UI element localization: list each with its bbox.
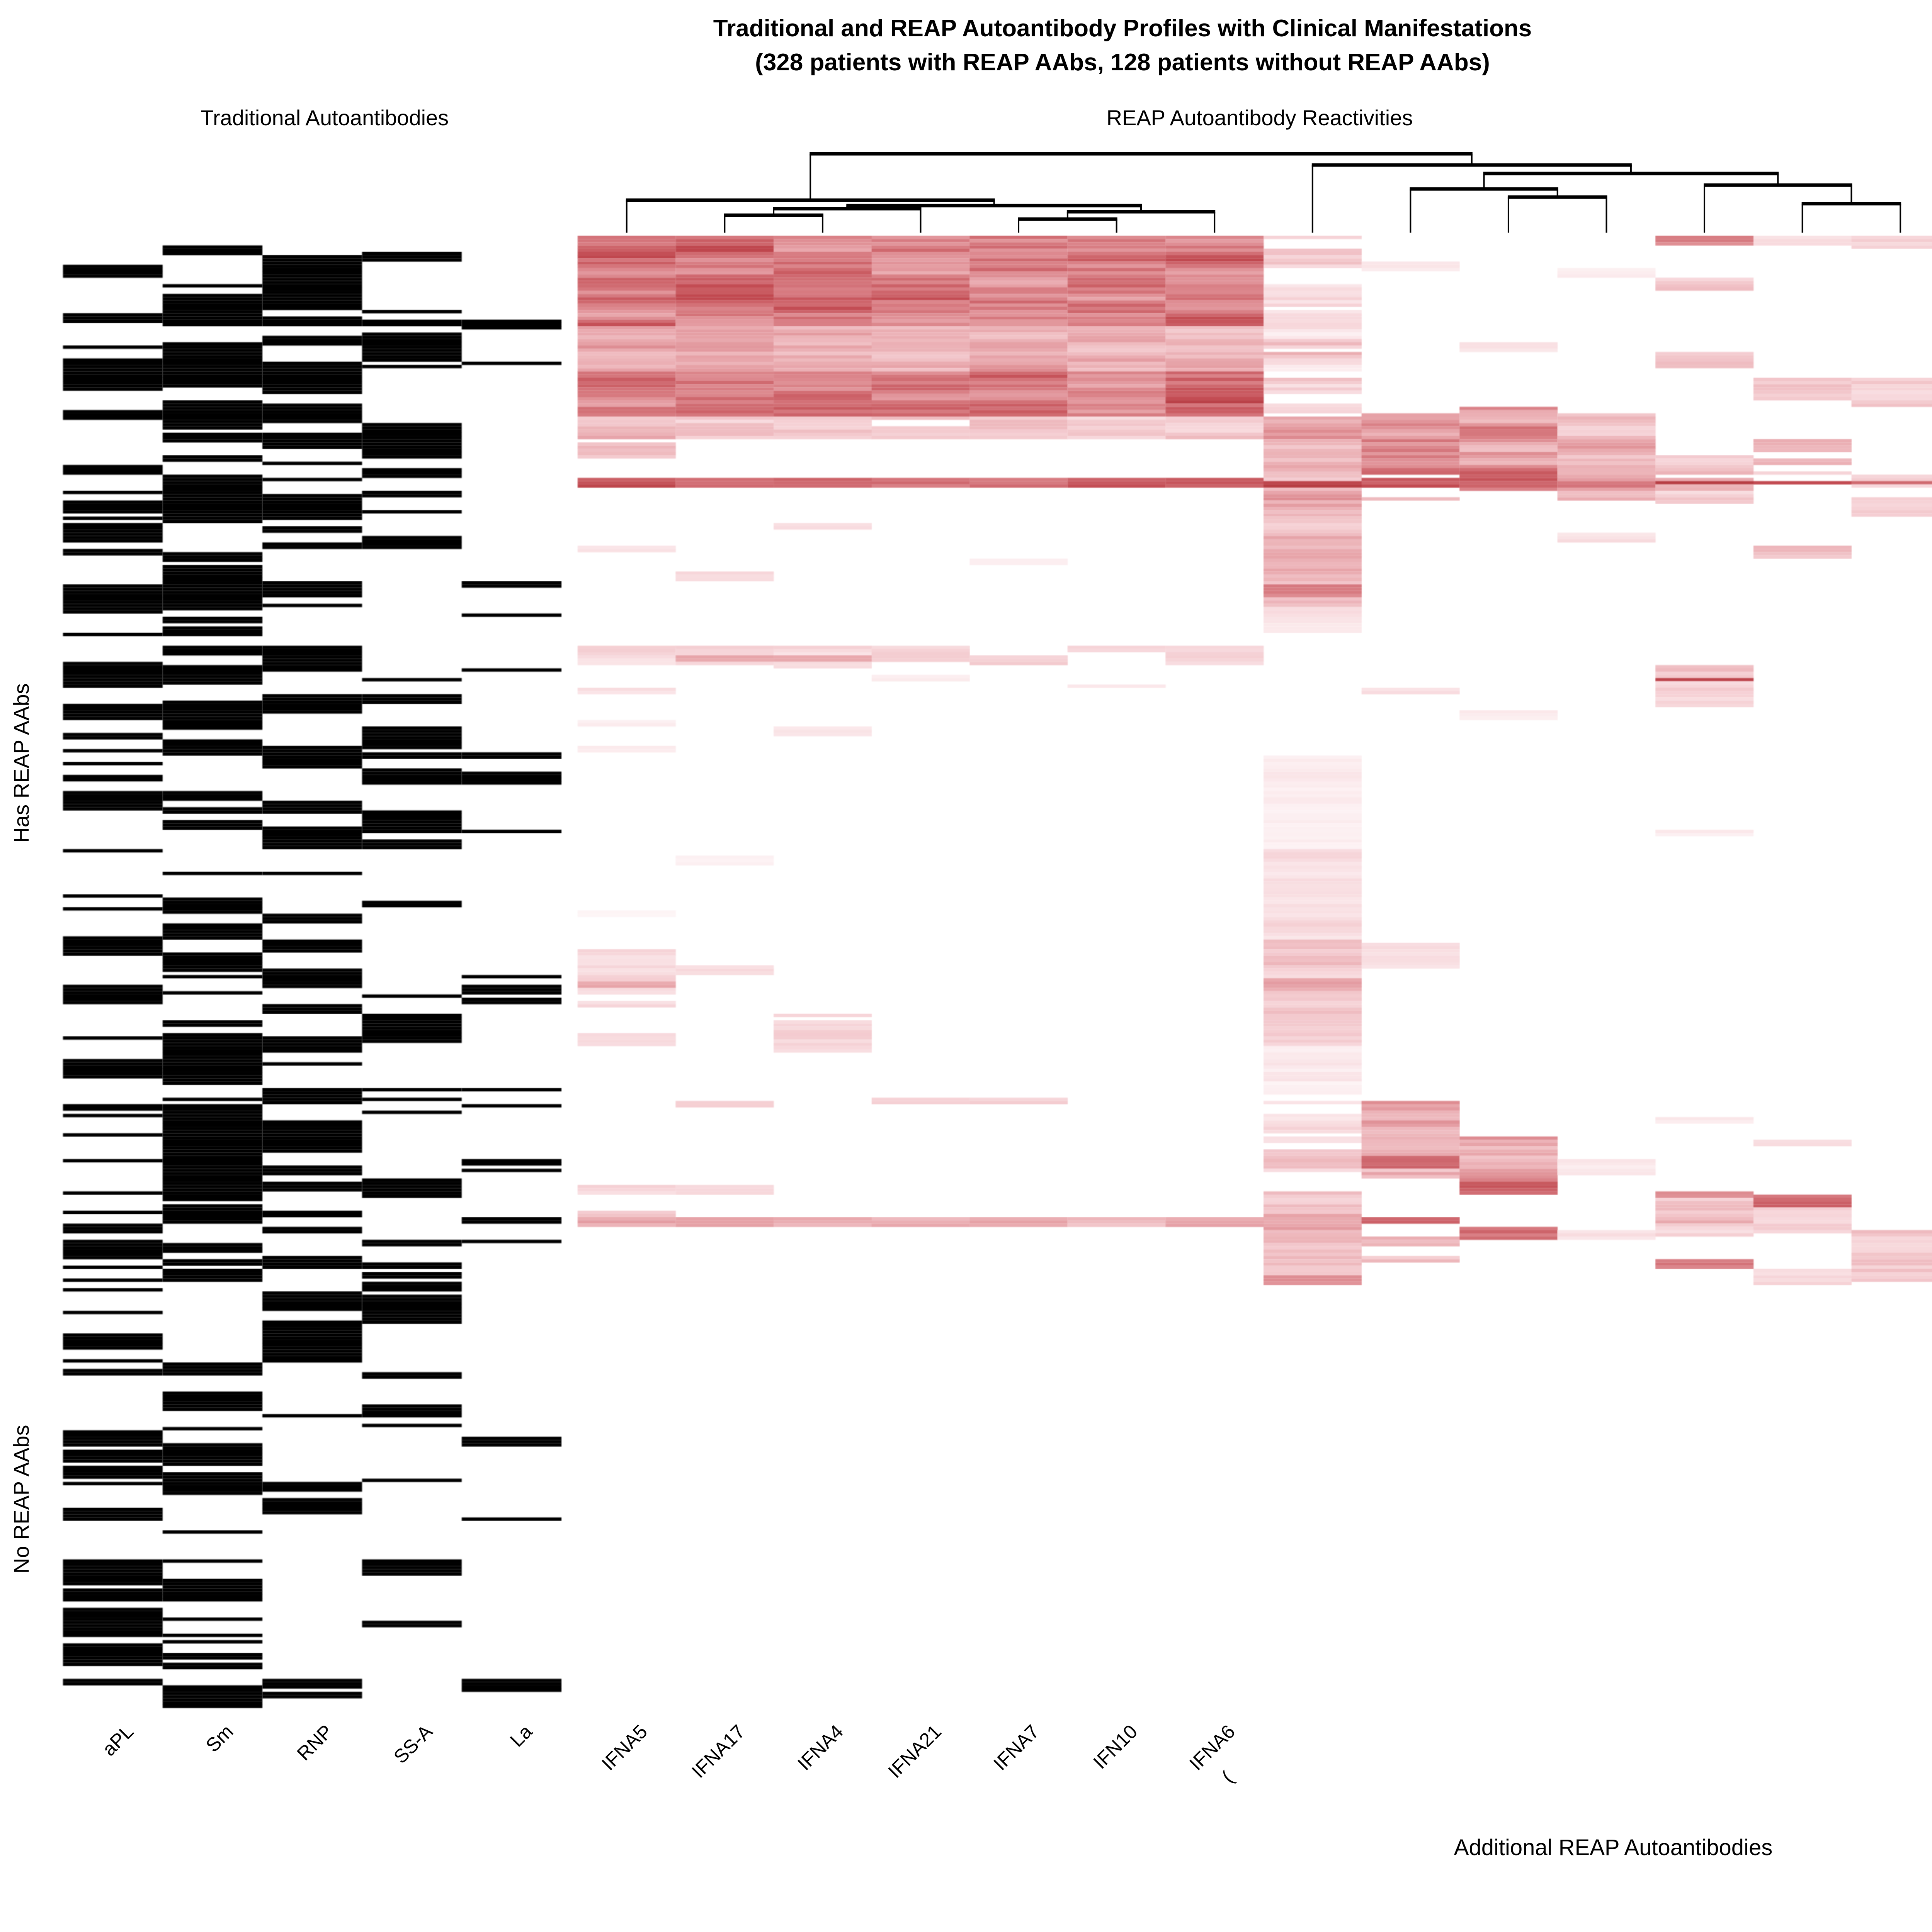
row-group-label-has-reap: Has REAP AAbs bbox=[9, 683, 34, 843]
col-label-sm: Sm bbox=[201, 1720, 238, 1757]
col-label-rnp: RNP bbox=[293, 1720, 337, 1765]
col-label-ifna7: IFNA7 bbox=[989, 1720, 1044, 1775]
col-label-ifna21: IFNA21 bbox=[884, 1720, 946, 1782]
col-label-ifn10: IFN10 bbox=[1089, 1720, 1142, 1773]
col-label-ifna4: IFNA4 bbox=[793, 1720, 848, 1775]
col-label-ifna5: IFNA5 bbox=[597, 1720, 652, 1775]
title-line-2: (328 patients with REAP AAbs, 128 patien… bbox=[755, 49, 1490, 76]
reap-section-label: REAP Autoantibody Reactivities bbox=[1106, 105, 1413, 130]
heatmap-body bbox=[39, 232, 1932, 1712]
col-label-ifna6: IFNA6 bbox=[1185, 1720, 1240, 1775]
col-label-apl: aPL bbox=[98, 1720, 138, 1760]
col-label-ssa: SS-A bbox=[389, 1720, 437, 1768]
title-line-1: Traditional and REAP Autoantibody Profil… bbox=[713, 15, 1532, 42]
truncated-label-fragment: ( bbox=[1217, 1767, 1238, 1787]
additional-reap-label: Additional REAP Autoantibodies bbox=[1454, 1835, 1773, 1860]
figure-title: Traditional and REAP Autoantibody Profil… bbox=[272, 12, 1932, 80]
traditional-section-label: Traditional Autoantibodies bbox=[200, 105, 449, 130]
row-group-label-no-reap: No REAP AAbs bbox=[9, 1425, 34, 1574]
col-label-la: La bbox=[506, 1720, 537, 1751]
col-label-ifna17: IFNA17 bbox=[687, 1720, 750, 1782]
